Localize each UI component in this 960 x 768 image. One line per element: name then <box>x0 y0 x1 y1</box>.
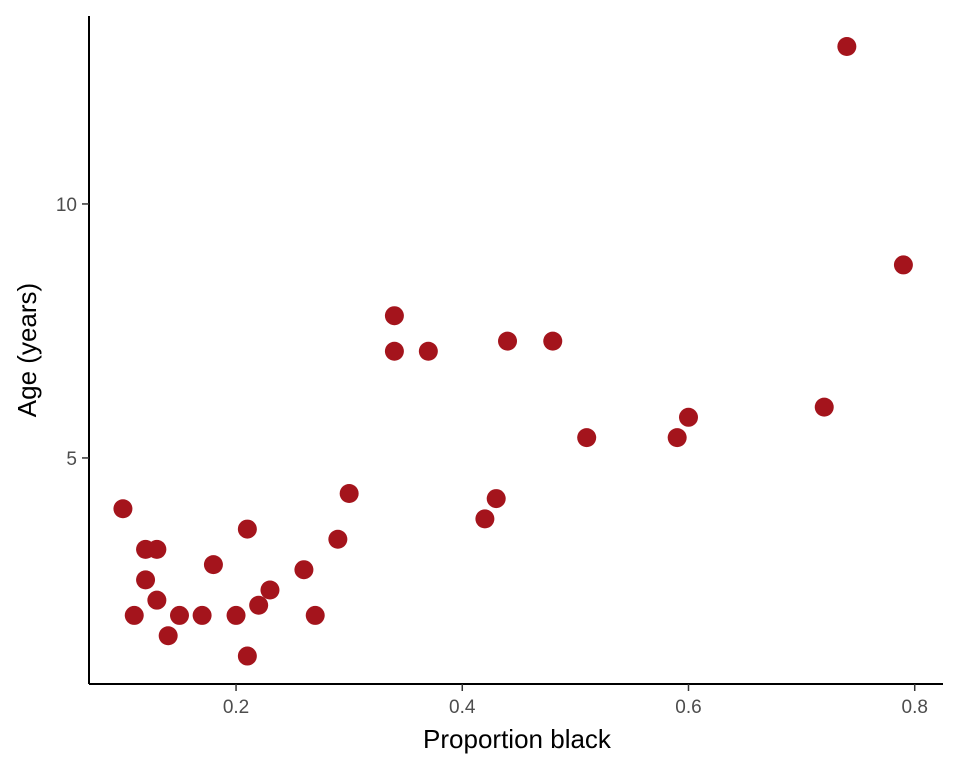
data-point <box>124 605 144 625</box>
data-point <box>328 529 348 549</box>
data-point <box>203 555 223 575</box>
x-tick-label: 0.4 <box>449 697 476 718</box>
data-point <box>893 255 913 275</box>
x-axis-title: Proportion black <box>423 724 612 754</box>
points-layer <box>113 36 913 666</box>
data-point <box>136 570 156 590</box>
data-point <box>294 560 314 580</box>
data-point <box>678 407 698 427</box>
data-point <box>158 626 178 646</box>
y-axis-ticks: 5 10 <box>56 195 89 470</box>
data-point <box>249 595 269 615</box>
data-point <box>147 590 167 610</box>
data-point <box>384 306 404 326</box>
x-tick-label: 0.8 <box>902 697 928 718</box>
data-point <box>543 331 563 351</box>
data-point <box>384 341 404 361</box>
x-axis-ticks: 0.2 0.4 0.6 0.8 <box>223 684 928 718</box>
data-point <box>147 539 167 559</box>
data-point <box>226 605 246 625</box>
data-point <box>339 484 359 504</box>
data-point <box>814 397 834 417</box>
data-point <box>418 341 438 361</box>
data-point <box>305 605 325 625</box>
data-point <box>577 428 597 448</box>
data-point <box>192 605 212 625</box>
data-point <box>260 580 280 600</box>
y-tick-label: 10 <box>56 195 77 216</box>
data-point <box>837 36 857 56</box>
x-tick-label: 0.2 <box>223 697 249 718</box>
y-tick-label: 5 <box>66 449 77 470</box>
data-point <box>169 605 189 625</box>
x-tick-label: 0.6 <box>675 697 701 718</box>
y-axis-title: Age (years) <box>12 283 42 417</box>
data-point <box>486 489 506 509</box>
data-point <box>113 499 133 519</box>
data-point <box>498 331 518 351</box>
data-point <box>237 646 257 666</box>
data-point <box>667 428 687 448</box>
data-point <box>475 509 495 529</box>
data-point <box>237 519 257 539</box>
